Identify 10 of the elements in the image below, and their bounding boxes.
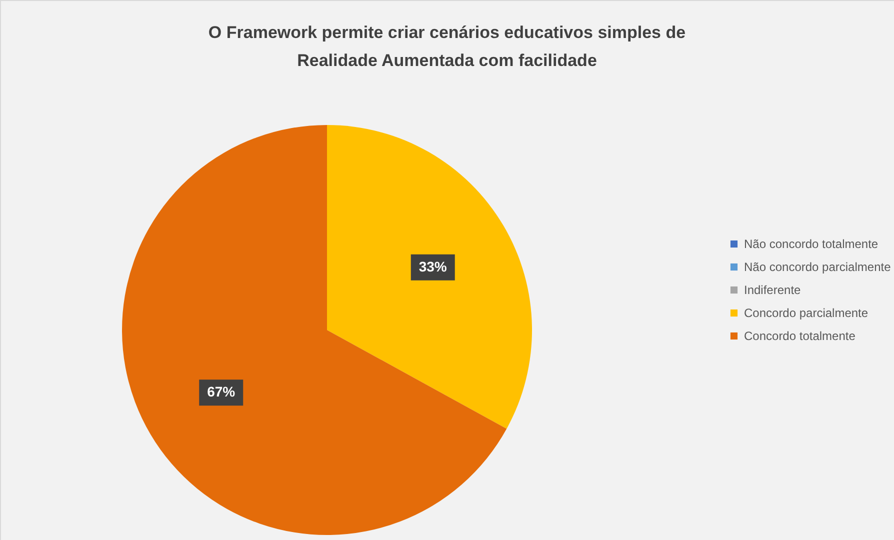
- legend-label: Indiferente: [744, 283, 802, 297]
- legend-label: Concordo totalmente: [744, 329, 856, 343]
- legend-label: Não concordo parcialmente: [744, 260, 892, 274]
- legend-label: Não concordo totalmente: [744, 237, 878, 251]
- pie-slice: [327, 125, 532, 429]
- data-label: 33%: [418, 258, 448, 274]
- chart-title: O Framework permite criar cenários educativos simples de Realidade Aumentada com facilidade: [208, 23, 686, 70]
- pie-slice: [122, 125, 507, 535]
- data-label: 67%: [207, 384, 236, 400]
- legend-label: Concordo parcialmente: [744, 306, 868, 320]
